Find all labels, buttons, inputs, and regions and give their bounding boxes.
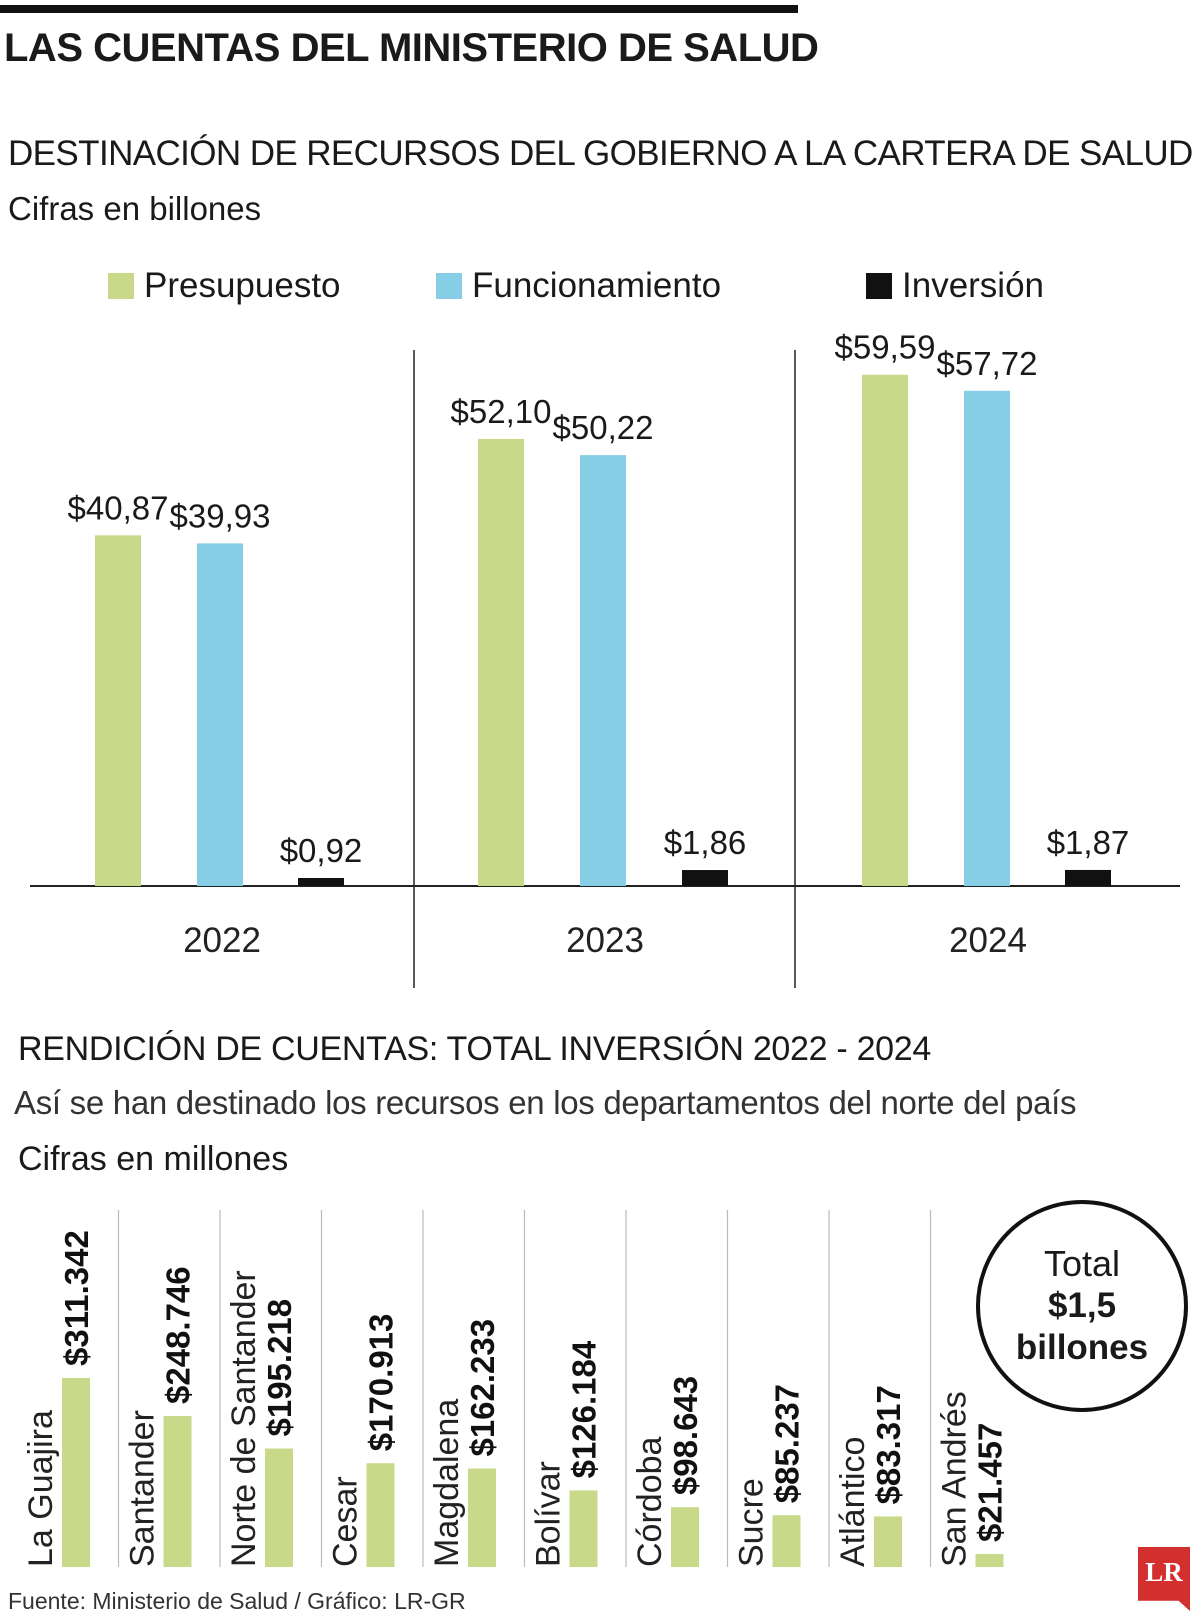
total-label: Total	[1043, 1243, 1121, 1284]
dept-bar-cesar	[366, 1463, 395, 1567]
legend-label-presupuesto: Presupuesto	[144, 266, 341, 305]
legend-swatch-funcionamiento	[436, 273, 462, 299]
dept-bar-santander	[163, 1416, 192, 1567]
dept-name-sucre: Sucre	[733, 1478, 771, 1567]
legend-label-inversion: Inversión	[902, 266, 1045, 305]
data-label-presupuesto-2022: $40,87	[68, 489, 169, 526]
total-badge: Total $1,5 billones	[976, 1200, 1188, 1412]
dept-value-atlántico: $83.317	[870, 1385, 907, 1504]
legend-swatch-inversion	[866, 273, 892, 299]
dept-name-magdalena: Magdalena	[428, 1399, 466, 1567]
dept-value-magdalena: $162.233	[464, 1319, 501, 1457]
bar-funcionamiento-2022	[197, 543, 243, 886]
lr-logo: LR	[1138, 1547, 1190, 1611]
bar-presupuesto-2023	[478, 438, 524, 886]
dept-value-norte-de-santander: $195.218	[261, 1299, 298, 1437]
dept-value-santander: $248.746	[160, 1266, 197, 1404]
data-label-funcionamiento-2024: $57,72	[937, 345, 1038, 382]
bar-presupuesto-2024	[862, 374, 908, 886]
dept-value-bolívar: $126.184	[566, 1340, 603, 1478]
dept-name-atlántico: Atlántico	[834, 1437, 872, 1567]
top-rule	[0, 5, 798, 13]
investment-by-department-chart: La Guajira $311.342 Santander $248.746 Norte…	[22, 1210, 1009, 1567]
data-label-inversión-2022: $0,92	[280, 832, 363, 869]
dept-value-sucre: $85.237	[769, 1384, 806, 1503]
legend-item-funcionamiento: Funcionamiento	[436, 266, 721, 306]
bar-funcionamiento-2024	[964, 390, 1010, 886]
data-label-presupuesto-2023: $52,10	[451, 393, 552, 430]
total-unit: billones	[1015, 1328, 1149, 1367]
data-label-funcionamiento-2023: $50,22	[553, 409, 654, 446]
bar-inversión-2024	[1065, 869, 1111, 886]
chart1-title: DESTINACIÓN DE RECURSOS DEL GOBIERNO A L…	[8, 134, 1193, 173]
bar-inversión-2022	[298, 878, 344, 886]
dept-value-san-andrés: $21.457	[972, 1423, 1009, 1542]
dept-bar-córdoba	[671, 1507, 699, 1567]
dept-name-bolívar: Bolívar	[530, 1461, 568, 1567]
legend-item-inversion: Inversión	[866, 266, 1044, 306]
x-tick-label-2024: 2024	[949, 921, 1027, 960]
dept-name-san-andrés: San Andrés	[936, 1391, 974, 1567]
bar-funcionamiento-2023	[580, 455, 626, 886]
dept-bar-magdalena	[468, 1468, 496, 1567]
bar-presupuesto-2022	[95, 535, 141, 886]
dept-name-la-guajira: La Guajira	[22, 1410, 60, 1567]
dept-bar-atlántico	[874, 1516, 902, 1567]
x-tick-label-2023: 2023	[566, 921, 644, 960]
dept-bar-san-andrés	[975, 1553, 1004, 1567]
chart1-unit: Cifras en billones	[8, 190, 262, 227]
dept-bar-norte-de-santander	[265, 1448, 293, 1567]
chart2-title: RENDICIÓN DE CUENTAS: TOTAL INVERSIÓN 20…	[18, 1030, 932, 1068]
legend-item-presupuesto: Presupuesto	[108, 266, 341, 306]
chart2-subtitle: Así se han destinado los recursos en los…	[14, 1084, 1077, 1121]
dept-name-córdoba: Córdoba	[631, 1436, 669, 1567]
data-label-inversión-2023: $1,86	[664, 824, 747, 861]
dept-bar-sucre	[772, 1515, 801, 1567]
data-label-funcionamiento-2022: $39,93	[170, 497, 271, 534]
dept-value-cesar: $170.913	[363, 1314, 400, 1452]
dept-bar-bolívar	[569, 1490, 598, 1567]
legend-swatch-presupuesto	[108, 273, 134, 299]
total-value: $1,5	[1047, 1286, 1117, 1325]
x-tick-label-2022: 2022	[183, 921, 261, 960]
source-note: Fuente: Ministerio de Salud / Gráfico: L…	[8, 1588, 466, 1614]
dept-name-santander: Santander	[124, 1410, 162, 1567]
dept-name-norte-de-santander: Norte de Santander	[225, 1270, 263, 1567]
dept-value-la-guajira: $311.342	[58, 1230, 95, 1366]
page-title: LAS CUENTAS DEL MINISTERIO DE SALUD	[4, 26, 819, 70]
dept-bar-la-guajira	[62, 1378, 90, 1567]
dept-value-córdoba: $98.643	[667, 1376, 704, 1495]
data-label-inversión-2024: $1,87	[1047, 824, 1130, 861]
dept-name-cesar: Cesar	[327, 1476, 365, 1567]
chart2-unit: Cifras en millones	[18, 1140, 289, 1178]
budget-bar-chart: $40,87 $39,93 $0,92 2022 $52,10 $50,22 $1,86 20…	[30, 330, 1180, 988]
data-label-presupuesto-2024: $59,59	[835, 330, 936, 366]
bar-inversión-2023	[682, 870, 728, 886]
legend-label-funcionamiento: Funcionamiento	[472, 266, 722, 305]
